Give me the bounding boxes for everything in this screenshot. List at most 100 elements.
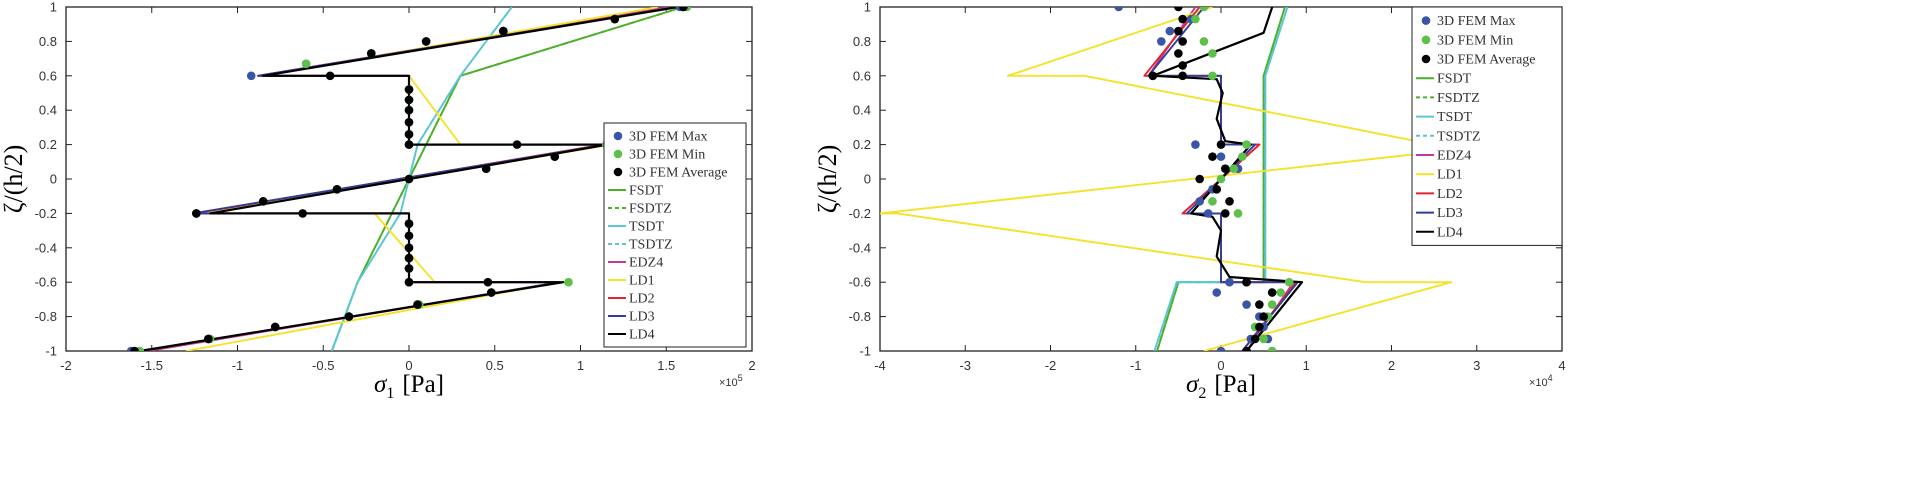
legend-item: LD3: [608, 310, 655, 325]
marker-3d-fem-min: [1208, 49, 1217, 58]
marker-3d-fem-average: [1220, 164, 1230, 173]
chart-sigma2: -4 -3 -2 -1 0 1 2 3 4 -1 -0.8 -0.6 -0.4 -0.2 0 0.2 0.4 0.…: [813, 0, 1566, 402]
x-tick-label: 1.5: [657, 358, 675, 373]
marker-3d-fem-min: [1267, 346, 1277, 351]
legend-item: LD2: [608, 292, 655, 307]
marker-3d-fem-max: [1114, 7, 1123, 12]
legend-label: FSDTZ: [1437, 91, 1480, 106]
marker-3d-fem-average: [1242, 346, 1251, 351]
x-tick-label: -2: [1045, 358, 1057, 373]
x-axis-label: σ1 [Pa]: [374, 371, 444, 402]
legend-label: EDZ4: [1437, 149, 1471, 164]
y-tick-label: -0.6: [35, 275, 57, 290]
x-tick-label: 2: [748, 358, 755, 373]
y-tick-label: 0.2: [39, 137, 57, 152]
x-tick-label: -2: [60, 358, 72, 373]
legend: 3D FEM Max 3D FEM Min 3D FEM Average FSDT FS…: [603, 122, 747, 348]
legend-item: 3D FEM Min: [613, 148, 705, 163]
x-tick-label: 4: [1558, 358, 1565, 373]
marker-3d-fem-average: [1255, 322, 1264, 332]
legend-item: LD2: [1416, 187, 1463, 202]
legend-marker: [613, 167, 623, 177]
marker-3d-fem-min: [1208, 197, 1217, 206]
marker-3d-fem-average: [1259, 312, 1268, 321]
y-tick-label: 1: [864, 0, 871, 15]
legend-label: LD2: [629, 292, 655, 307]
marker-3d-fem-max: [1191, 140, 1200, 149]
marker-3d-fem-max: [1157, 37, 1166, 46]
legend-item: TSDTZ: [608, 238, 673, 253]
marker-3d-fem-max: [1165, 26, 1175, 36]
marker-3d-fem-average: [421, 37, 431, 46]
series-layer: [880, 7, 1504, 351]
legend-label: TSDT: [1437, 110, 1472, 125]
marker-3d-fem-average: [679, 7, 688, 12]
x-tick-label: -1: [232, 358, 244, 373]
legend-label: LD2: [1437, 187, 1463, 202]
legend-label: 3D FEM Average: [629, 166, 728, 181]
marker-3d-fem-min: [564, 277, 573, 287]
legend-box: [603, 122, 747, 348]
marker-3d-fem-average: [404, 243, 414, 253]
legend-item: 3D FEM Average: [1421, 53, 1536, 68]
marker-3d-fem-average: [404, 219, 414, 229]
marker-3d-fem-max: [1195, 197, 1204, 206]
marker-3d-fem-average: [1267, 288, 1277, 297]
series-line-tsdtz: [330, 7, 513, 351]
legend-item: LD4: [1416, 225, 1463, 240]
y-tick-label: 0: [50, 172, 57, 187]
marker-3d-fem-average: [1250, 334, 1260, 344]
y-tick-label: -0.8: [35, 309, 57, 324]
y-tick-label: -0.2: [849, 206, 871, 221]
marker-3d-fem-average: [487, 288, 496, 297]
marker-3d-fem-max: [1242, 300, 1251, 309]
marker-3d-fem-average: [130, 346, 139, 351]
y-tick-label: 0.8: [39, 34, 57, 49]
y-tick-label: 0.4: [39, 103, 57, 118]
marker-3d-fem-average: [404, 117, 414, 127]
y-tick-label: 0.8: [853, 34, 871, 49]
legend-marker: [613, 131, 623, 141]
legend-label: FSDTZ: [629, 202, 672, 217]
marker-3d-fem-min: [1191, 14, 1200, 24]
x-tick-label: -1: [1130, 358, 1142, 373]
marker-3d-fem-average: [610, 14, 620, 24]
marker-3d-fem-average: [481, 164, 491, 173]
legend-item: EDZ4: [1416, 149, 1471, 164]
y-tick-label: -1: [859, 344, 871, 359]
legend-item: LD3: [1416, 206, 1463, 221]
marker-3d-fem-average: [499, 26, 508, 36]
marker-3d-fem-average: [192, 209, 201, 218]
legend-label: TSDTZ: [629, 238, 673, 253]
x-tick-label: 0.5: [486, 358, 504, 373]
marker-3d-fem-average: [404, 140, 414, 149]
y-tick-label: -0.2: [35, 206, 57, 221]
x-tick-label: -0.5: [312, 358, 334, 373]
marker-3d-fem-average: [512, 140, 522, 149]
marker-3d-fem-average: [483, 277, 493, 287]
marker-3d-fem-average: [1242, 277, 1251, 287]
series-line-ld1: [880, 7, 1504, 351]
legend-item: FSDT: [1416, 72, 1472, 87]
legend-item: TSDT: [608, 220, 664, 235]
legend-item: 3D FEM Min: [1421, 33, 1513, 48]
marker-3d-fem-average: [1178, 71, 1187, 81]
y-tick-label: 0.2: [853, 137, 871, 152]
marker-3d-fem-min: [1216, 174, 1226, 184]
marker-3d-fem-average: [404, 129, 414, 139]
marker-3d-fem-average: [1225, 197, 1234, 206]
y-tick-label: -0.4: [849, 240, 871, 255]
x-tick-label: -1.5: [141, 358, 163, 373]
marker-3d-fem-average: [404, 174, 414, 184]
x-tick-label: 3: [1473, 358, 1480, 373]
series-layer: [126, 7, 692, 351]
marker-3d-fem-max: [246, 71, 256, 81]
marker-3d-fem-average: [1216, 140, 1226, 149]
marker-3d-fem-average: [1178, 14, 1187, 24]
y-tick-label: -0.6: [849, 275, 871, 290]
x-axis-label: σ2 [Pa]: [1186, 371, 1256, 402]
legend-label: 3D FEM Max: [1437, 14, 1516, 29]
legend-marker: [613, 149, 623, 159]
legend-item: FSDT: [608, 184, 664, 199]
legend-item: 3D FEM Max: [1421, 14, 1516, 29]
